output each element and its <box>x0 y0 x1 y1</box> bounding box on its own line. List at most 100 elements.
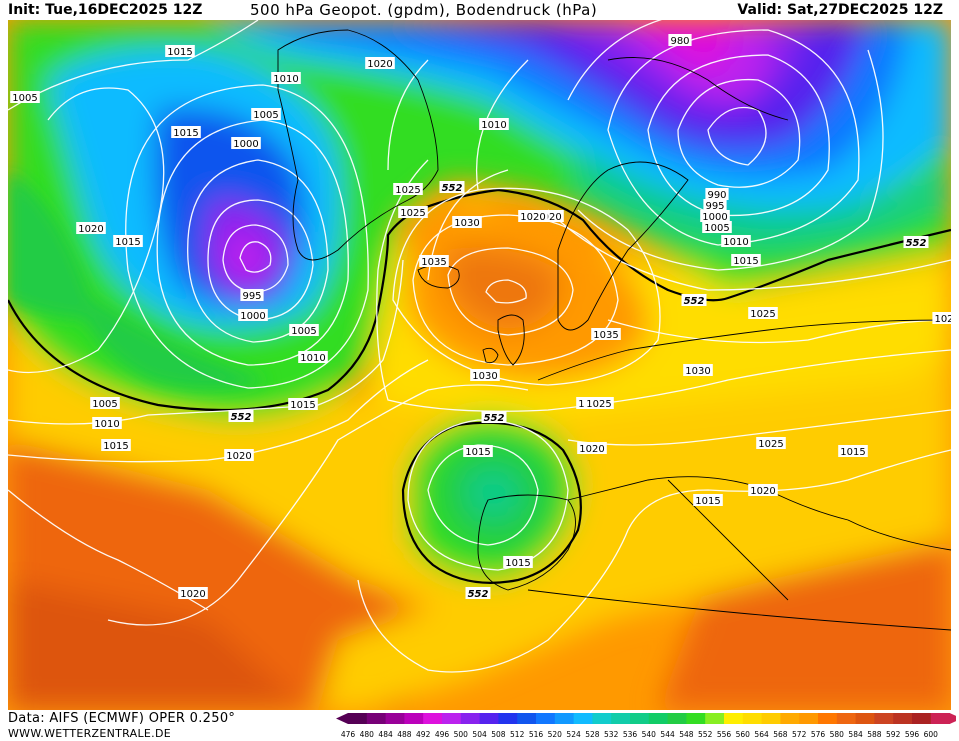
pressure-label: 1000 <box>238 309 268 322</box>
svg-text:1020: 1020 <box>180 589 205 600</box>
geopotential-label: 552 <box>465 587 491 600</box>
weather-map-svg: 1015 1015 1005 1010 1005 1020 1010 1000 1025 1015… <box>8 20 951 710</box>
pressure-label: 1025 <box>748 307 778 320</box>
colorbar-tick-label: 540 <box>642 730 657 739</box>
map-footer: Data: AIFS (ECMWF) OPER 0.250° WWW.WETTE… <box>0 710 959 741</box>
colorbar-tick-label: 548 <box>679 730 694 739</box>
pressure-label: 995 <box>703 199 727 212</box>
pressure-label: 1035 <box>419 255 449 268</box>
svg-text:1025: 1025 <box>395 185 420 196</box>
pressure-label: 1020 <box>577 442 607 455</box>
svg-text:1015: 1015 <box>695 496 720 507</box>
geopotential-label: 552 <box>228 410 254 423</box>
map-title: 500 hPa Geopot. (gpdm), Bodendruck (hPa) <box>250 1 598 19</box>
colorbar-swatch <box>498 713 518 724</box>
pressure-label: 1020 <box>76 222 106 235</box>
geopotential-label: 552 <box>903 236 929 249</box>
colorbar-swatch <box>592 713 612 724</box>
colorbar-swatch <box>536 713 556 724</box>
colorbar-swatch <box>912 713 932 724</box>
pressure-label: 1005 <box>702 221 732 234</box>
colorbar-swatch <box>818 713 838 724</box>
init-time-label: Init: Tue,16DEC2025 12Z <box>8 2 203 18</box>
colorbar-tick-label: 596 <box>905 730 920 739</box>
colorbar-swatch <box>442 713 462 724</box>
colorbar-swatch <box>366 713 387 724</box>
svg-text:1015: 1015 <box>115 237 140 248</box>
colorbar-swatch <box>348 713 368 724</box>
pressure-label: 1015 <box>838 445 868 458</box>
svg-text:1030: 1030 <box>472 371 497 382</box>
colorbar-tick-label: 536 <box>623 730 638 739</box>
svg-text:1005: 1005 <box>253 110 278 121</box>
pressure-label: 1025 <box>398 206 428 219</box>
geopotential-label: 552 <box>481 411 507 424</box>
svg-text:1025: 1025 <box>758 439 783 450</box>
colorbar-tick-label: 588 <box>867 730 882 739</box>
pressure-label: 1025 <box>393 183 423 196</box>
colorbar-swatch <box>517 713 537 724</box>
colorbar-tick-label: 584 <box>848 730 863 739</box>
colorbar-swatch <box>724 713 744 724</box>
pressure-label: 1020 <box>178 587 208 600</box>
pressure-label: 1020 <box>224 449 254 462</box>
geopotential-shading <box>8 20 951 710</box>
colorbar-swatch <box>855 713 875 724</box>
pressure-label: 1000 <box>231 137 261 150</box>
pressure-label: 1010 <box>721 235 751 248</box>
website-label: WWW.WETTERZENTRALE.DE <box>8 727 171 740</box>
svg-text:1005: 1005 <box>704 223 729 234</box>
pressure-label: 1015 <box>288 398 318 411</box>
colorbar-tick-label: 568 <box>773 730 788 739</box>
svg-text:1015: 1015 <box>840 447 865 458</box>
geopotential-label: 552 <box>681 294 707 307</box>
svg-text:552: 552 <box>684 296 705 307</box>
colorbar-tick-label: 528 <box>585 730 600 739</box>
svg-text:1025: 1025 <box>586 399 611 410</box>
svg-text:1010: 1010 <box>723 237 748 248</box>
svg-text:1020: 1020 <box>367 59 392 70</box>
pressure-label: 1015 <box>463 445 493 458</box>
colorbar-swatch <box>479 713 499 724</box>
geopotential-label: 552 <box>439 181 465 194</box>
colorbar-tick-label: 560 <box>736 730 751 739</box>
pressure-label: 1015 <box>101 439 131 452</box>
colorbar-swatch <box>836 713 857 724</box>
weather-map: 1015 1015 1005 1010 1005 1020 1010 1000 1025 1015… <box>8 20 951 710</box>
colorbar-tick-label: 556 <box>717 730 732 739</box>
colorbar-tick-label: 508 <box>491 730 506 739</box>
svg-text:1020: 1020 <box>78 224 103 235</box>
colorbar-swatch <box>742 713 763 724</box>
pressure-label: 1020 <box>748 484 778 497</box>
svg-text:990: 990 <box>707 190 726 201</box>
pressure-label: 1030 <box>452 216 482 229</box>
pressure-label: 990 <box>705 188 729 201</box>
colorbar-tick-label: 592 <box>886 730 901 739</box>
svg-text:1035: 1035 <box>593 330 618 341</box>
pressure-label: 1015 <box>113 235 143 248</box>
pressure-label: 980 <box>668 34 692 47</box>
pressure-label: 1015 <box>503 556 533 569</box>
pressure-label: 1010 <box>298 351 328 364</box>
svg-text:1005: 1005 <box>92 399 117 410</box>
svg-text:552: 552 <box>442 183 463 194</box>
colorbar-tick-label: 524 <box>566 730 581 739</box>
colorbar-tick-label: 576 <box>811 730 826 739</box>
pressure-label: 1015 <box>165 45 195 58</box>
data-source-label: Data: AIFS (ECMWF) OPER 0.250° <box>8 711 236 726</box>
svg-text:1020: 1020 <box>226 451 251 462</box>
svg-text:1000: 1000 <box>240 311 265 322</box>
svg-text:102: 102 <box>934 314 951 325</box>
svg-text:1030: 1030 <box>454 218 479 229</box>
svg-text:552: 552 <box>906 238 927 249</box>
svg-text:1005: 1005 <box>291 326 316 337</box>
colorbar-tick-label: 476 <box>341 730 356 739</box>
pressure-label: 1000 <box>700 210 730 223</box>
colorbar-tick-label: 504 <box>472 730 487 739</box>
colorbar-tick-label: 484 <box>378 730 393 739</box>
pressure-label: 1010 <box>271 72 301 85</box>
pressure-label: 995 <box>240 289 264 302</box>
pressure-label: 1015 <box>731 254 761 267</box>
svg-text:1000: 1000 <box>702 212 727 223</box>
svg-text:1010: 1010 <box>94 419 119 430</box>
